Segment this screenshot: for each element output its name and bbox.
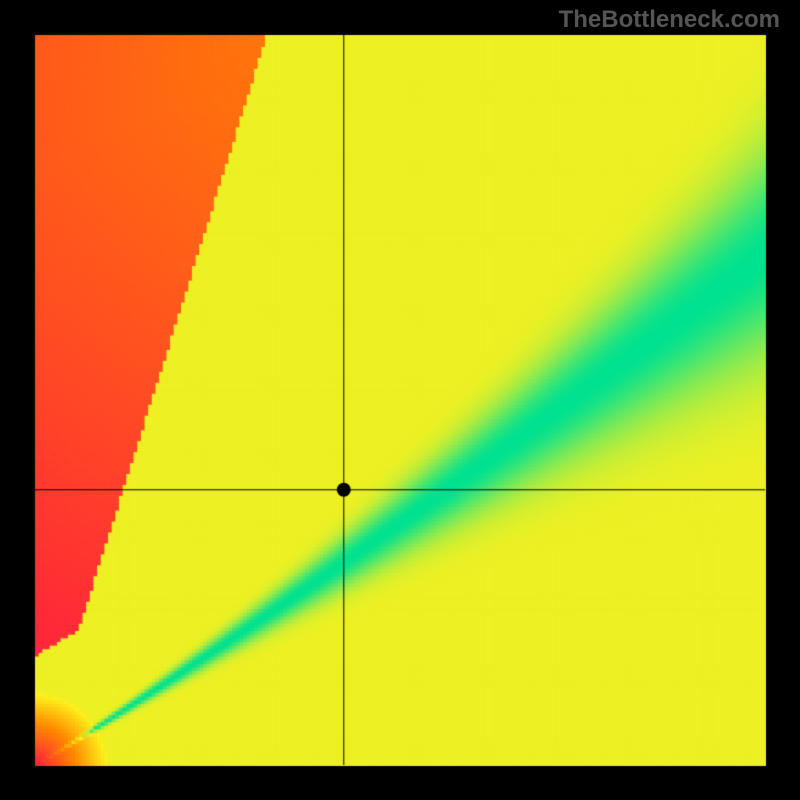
- bottleneck-heatmap-canvas: [0, 0, 800, 800]
- watermark-text: TheBottleneck.com: [559, 6, 780, 34]
- chart-container: TheBottleneck.com: [0, 0, 800, 800]
